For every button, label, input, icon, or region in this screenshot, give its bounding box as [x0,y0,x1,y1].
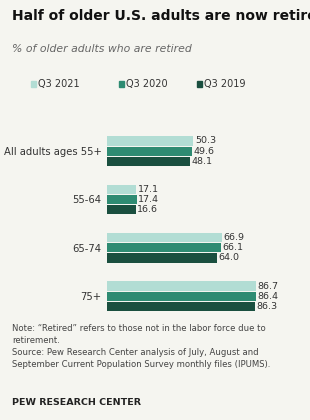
Text: 49.6: 49.6 [194,147,215,156]
Text: retirement.: retirement. [12,336,60,345]
Text: 66.9: 66.9 [224,233,244,242]
Bar [107,195,137,204]
Bar [107,291,256,301]
Text: Q3 2019: Q3 2019 [203,79,245,89]
Bar [107,233,222,242]
Text: September Current Population Survey monthly files (IPUMS).: September Current Population Survey mont… [12,360,271,368]
Text: 66.1: 66.1 [222,243,243,252]
Bar [107,185,136,194]
Text: Source: Pew Research Center analysis of July, August and: Source: Pew Research Center analysis of … [12,348,259,357]
Bar [107,281,256,291]
Text: 17.4: 17.4 [138,195,159,204]
Text: 86.4: 86.4 [257,291,278,301]
Text: Q3 2021: Q3 2021 [38,79,79,89]
Text: 50.3: 50.3 [195,136,216,145]
Text: 64.0: 64.0 [219,254,239,262]
Bar [107,253,217,262]
Bar [107,302,255,311]
Text: Half of older U.S. adults are now retired: Half of older U.S. adults are now retire… [12,9,310,23]
Text: Note: “Retired” refers to those not in the labor force due to: Note: “Retired” refers to those not in t… [12,324,266,333]
Text: 16.6: 16.6 [137,205,158,214]
Text: 86.7: 86.7 [258,281,278,291]
Bar [107,147,192,156]
Bar [107,157,190,166]
Text: 48.1: 48.1 [191,157,212,166]
Text: 86.3: 86.3 [257,302,278,311]
Bar [107,205,135,214]
Text: PEW RESEARCH CENTER: PEW RESEARCH CENTER [12,399,141,407]
Text: 17.1: 17.1 [138,185,159,194]
Bar [107,136,193,146]
Text: % of older adults who are retired: % of older adults who are retired [12,44,192,54]
Text: Q3 2020: Q3 2020 [126,79,168,89]
Bar [107,243,221,252]
